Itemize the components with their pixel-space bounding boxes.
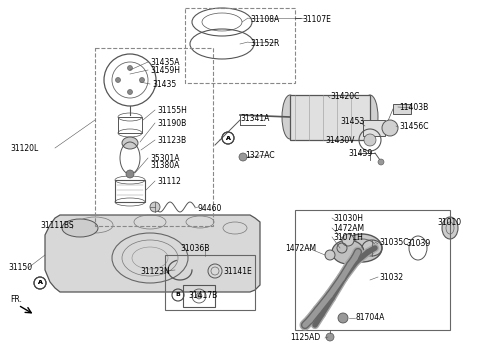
Bar bbox=[290, 95, 370, 140]
Bar bbox=[115, 180, 145, 202]
Circle shape bbox=[325, 250, 335, 260]
Circle shape bbox=[342, 234, 354, 246]
Text: 31032: 31032 bbox=[379, 272, 403, 281]
Circle shape bbox=[128, 90, 132, 94]
Circle shape bbox=[150, 202, 160, 212]
Circle shape bbox=[378, 159, 384, 165]
Circle shape bbox=[239, 153, 247, 161]
Text: 31010: 31010 bbox=[437, 218, 461, 227]
Polygon shape bbox=[45, 215, 260, 292]
Text: A: A bbox=[226, 135, 230, 141]
Text: A: A bbox=[226, 135, 230, 141]
Text: 31155H: 31155H bbox=[157, 105, 187, 115]
Text: 31150: 31150 bbox=[8, 263, 32, 272]
Circle shape bbox=[196, 293, 202, 299]
Text: 31111BS: 31111BS bbox=[40, 220, 73, 229]
Text: 31435A: 31435A bbox=[150, 58, 180, 67]
Text: 31417B: 31417B bbox=[188, 290, 217, 299]
Text: 31459H: 31459H bbox=[150, 66, 180, 75]
Circle shape bbox=[126, 170, 134, 178]
Text: 31108A: 31108A bbox=[250, 15, 279, 24]
Text: 31456C: 31456C bbox=[399, 121, 429, 130]
Text: 94460: 94460 bbox=[197, 203, 221, 212]
Text: —: — bbox=[295, 15, 302, 21]
Text: 1472AM: 1472AM bbox=[285, 244, 316, 253]
Text: 31380A: 31380A bbox=[150, 161, 180, 169]
Ellipse shape bbox=[362, 95, 378, 139]
Text: 31453: 31453 bbox=[340, 117, 364, 126]
Text: 1327AC: 1327AC bbox=[245, 151, 275, 160]
Text: A: A bbox=[37, 280, 42, 286]
Circle shape bbox=[382, 120, 398, 136]
Bar bbox=[363, 120, 385, 136]
Text: 31420C: 31420C bbox=[330, 92, 360, 101]
Text: 31071H: 31071H bbox=[333, 232, 363, 242]
Ellipse shape bbox=[62, 219, 98, 237]
Text: 11403B: 11403B bbox=[399, 102, 428, 111]
Text: 31141E: 31141E bbox=[223, 266, 252, 276]
Circle shape bbox=[364, 134, 376, 146]
Text: 31123B: 31123B bbox=[157, 135, 186, 144]
Circle shape bbox=[326, 333, 334, 341]
Text: 31112: 31112 bbox=[157, 177, 181, 186]
Text: 31435: 31435 bbox=[152, 79, 176, 88]
Ellipse shape bbox=[442, 217, 458, 239]
Circle shape bbox=[338, 313, 348, 323]
Text: A: A bbox=[37, 280, 42, 286]
Ellipse shape bbox=[122, 137, 138, 149]
Bar bbox=[118, 117, 142, 133]
Text: 1125AD: 1125AD bbox=[290, 333, 320, 342]
Ellipse shape bbox=[332, 240, 364, 264]
Ellipse shape bbox=[342, 234, 382, 262]
Text: 35301A: 35301A bbox=[150, 153, 180, 162]
Ellipse shape bbox=[282, 95, 298, 139]
Text: 31190B: 31190B bbox=[157, 118, 186, 127]
Circle shape bbox=[128, 66, 132, 70]
Text: 1472AM: 1472AM bbox=[333, 223, 364, 232]
Bar bbox=[295, 210, 450, 330]
Bar bbox=[183, 285, 215, 307]
Bar bbox=[95, 48, 213, 226]
Text: 31039: 31039 bbox=[406, 238, 430, 247]
Text: 31030H: 31030H bbox=[333, 213, 363, 222]
Text: 31123N: 31123N bbox=[140, 266, 170, 276]
Bar bbox=[185, 8, 295, 83]
Text: FR.: FR. bbox=[10, 296, 22, 305]
Text: 31036B: 31036B bbox=[180, 244, 209, 253]
Text: 31459: 31459 bbox=[348, 149, 372, 158]
Text: B: B bbox=[176, 293, 180, 297]
Bar bbox=[393, 104, 411, 114]
Circle shape bbox=[116, 77, 120, 83]
Text: 31341A: 31341A bbox=[240, 113, 269, 122]
Text: 31152R: 31152R bbox=[250, 39, 279, 48]
Circle shape bbox=[140, 77, 144, 83]
Text: 31107E: 31107E bbox=[302, 15, 331, 24]
Bar bbox=[165, 255, 255, 310]
Text: 81704A: 81704A bbox=[356, 313, 385, 322]
Text: 31430V: 31430V bbox=[325, 135, 355, 144]
Text: 31035C: 31035C bbox=[379, 237, 408, 246]
Text: 31120L: 31120L bbox=[10, 144, 38, 152]
